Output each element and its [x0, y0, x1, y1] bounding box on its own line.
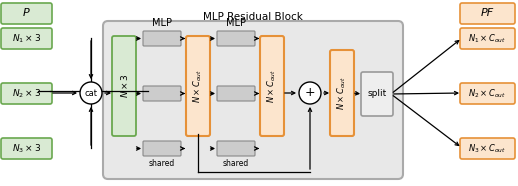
FancyBboxPatch shape	[260, 36, 284, 136]
Text: $N \times 3$: $N \times 3$	[119, 74, 130, 98]
FancyBboxPatch shape	[1, 28, 52, 49]
Circle shape	[80, 82, 102, 104]
Text: $N_3 \times C_{out}$: $N_3 \times C_{out}$	[468, 142, 507, 155]
Text: $N_2 \times 3$: $N_2 \times 3$	[12, 87, 41, 100]
FancyBboxPatch shape	[1, 3, 52, 24]
Text: MLP: MLP	[226, 18, 246, 28]
Circle shape	[299, 82, 321, 104]
Text: +: +	[305, 86, 315, 100]
FancyBboxPatch shape	[330, 50, 354, 136]
Text: P: P	[23, 9, 30, 18]
Text: MLP: MLP	[152, 18, 172, 28]
FancyBboxPatch shape	[217, 86, 255, 101]
FancyBboxPatch shape	[460, 3, 515, 24]
FancyBboxPatch shape	[143, 141, 181, 156]
FancyBboxPatch shape	[217, 141, 255, 156]
FancyBboxPatch shape	[460, 138, 515, 159]
Text: $N_1 \times 3$: $N_1 \times 3$	[12, 32, 41, 45]
FancyBboxPatch shape	[186, 36, 210, 136]
Text: $N \times C_{out}$: $N \times C_{out}$	[192, 69, 204, 103]
FancyBboxPatch shape	[217, 31, 255, 46]
FancyBboxPatch shape	[103, 21, 403, 179]
FancyBboxPatch shape	[460, 83, 515, 104]
FancyBboxPatch shape	[361, 72, 393, 116]
FancyBboxPatch shape	[460, 28, 515, 49]
Text: split: split	[367, 89, 386, 99]
FancyBboxPatch shape	[143, 31, 181, 46]
Text: $N \times C_{out}$: $N \times C_{out}$	[336, 76, 348, 110]
FancyBboxPatch shape	[1, 83, 52, 104]
Text: MLP Residual Block: MLP Residual Block	[203, 12, 303, 22]
Text: PF: PF	[481, 9, 494, 18]
FancyBboxPatch shape	[1, 138, 52, 159]
Text: cat: cat	[84, 89, 97, 97]
Text: shared: shared	[149, 159, 175, 168]
Text: $N \times C_{out}$: $N \times C_{out}$	[266, 69, 278, 103]
FancyBboxPatch shape	[143, 86, 181, 101]
Text: $N_1 \times C_{out}$: $N_1 \times C_{out}$	[468, 32, 507, 45]
Text: $N_3 \times 3$: $N_3 \times 3$	[12, 142, 41, 155]
Text: $N_2 \times C_{out}$: $N_2 \times C_{out}$	[468, 87, 507, 100]
Text: shared: shared	[223, 159, 249, 168]
FancyBboxPatch shape	[112, 36, 136, 136]
